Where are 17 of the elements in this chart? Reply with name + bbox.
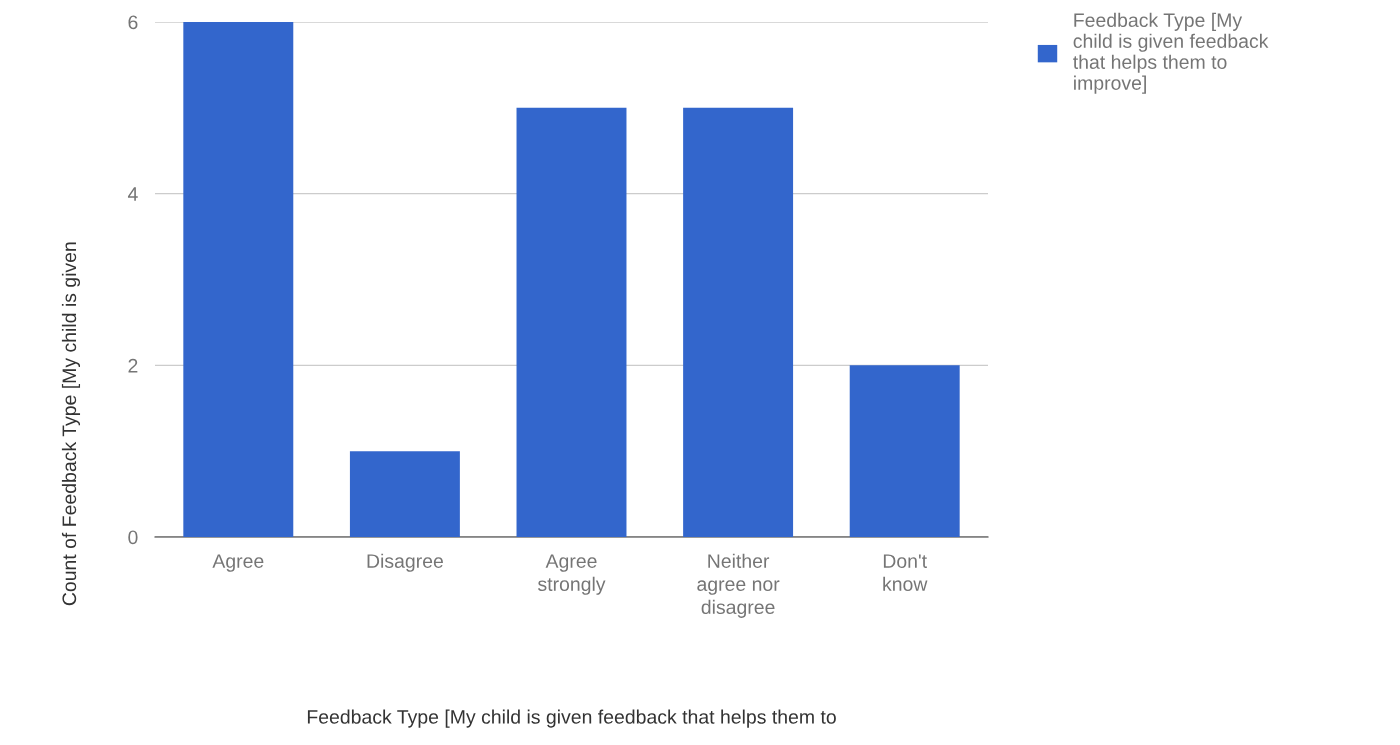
x-tick-label: Agree bbox=[212, 554, 264, 572]
bar bbox=[183, 22, 294, 537]
x-tick-label: Agree strongly bbox=[538, 554, 606, 595]
bar bbox=[516, 107, 627, 537]
x-axis-title: Feedback Type [My child is given feedback that helps them to bbox=[307, 709, 836, 728]
y-tick-label: 0 bbox=[128, 530, 138, 545]
x-tick-label: Don't know bbox=[883, 554, 928, 592]
bar bbox=[849, 365, 960, 537]
y-tick-label: 4 bbox=[127, 187, 138, 201]
y-tick-label: 2 bbox=[128, 358, 138, 373]
x-tick-label: Neither agree nor disagree bbox=[697, 553, 780, 618]
y-axis-title: Count of Feedback Type [My child is given bbox=[61, 242, 81, 606]
y-tick-label: 6 bbox=[128, 15, 138, 30]
x-tick-label: Disagree bbox=[367, 553, 443, 572]
bar bbox=[349, 451, 460, 537]
legend-label: Feedback Type [My child is given feedback that helps them to improve] bbox=[1073, 12, 1269, 94]
bar bbox=[683, 107, 794, 537]
